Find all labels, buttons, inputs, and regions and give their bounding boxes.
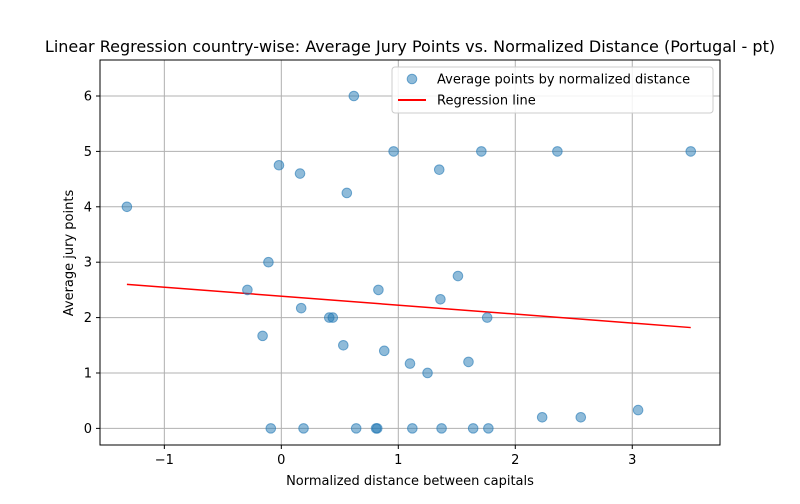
data-point <box>378 345 390 357</box>
data-point <box>373 284 384 296</box>
data-point <box>536 412 548 423</box>
y-tick-label: 3 <box>84 256 92 271</box>
data-point <box>298 423 309 434</box>
legend-label-points: Average points by normalized distance <box>437 73 690 88</box>
data-point <box>407 423 418 434</box>
data-point <box>350 423 362 434</box>
grid-lines <box>100 60 720 445</box>
legend-scatter-marker <box>406 73 418 85</box>
data-point <box>273 159 285 171</box>
data-point <box>632 404 644 416</box>
x-tick-label: 2 <box>511 453 519 468</box>
data-point <box>483 423 494 434</box>
y-axis-ticks: 0 1 2 3 4 5 6 <box>84 90 100 437</box>
data-point <box>476 146 487 157</box>
data-point <box>467 423 479 434</box>
data-point <box>388 146 399 157</box>
legend-box <box>391 66 714 114</box>
data-point <box>452 270 464 282</box>
data-point <box>436 423 447 434</box>
regression-line <box>126 283 691 329</box>
data-point <box>435 294 446 305</box>
data-point <box>552 146 563 157</box>
legend-label-regression: Regression line <box>437 94 536 109</box>
data-point <box>294 168 306 179</box>
data-point <box>257 330 268 342</box>
data-point <box>295 302 307 314</box>
chart-title: Linear Regression country-wise: Average … <box>45 37 775 56</box>
data-point <box>404 358 416 369</box>
data-point <box>265 423 277 434</box>
y-axis-label: Average jury points <box>62 190 77 317</box>
x-tick-label: 0 <box>277 453 285 468</box>
data-point <box>242 284 253 296</box>
data-point <box>433 164 445 175</box>
regression-layer <box>126 283 691 329</box>
y-tick-label: 5 <box>84 145 92 160</box>
x-tick-label: 1 <box>394 453 402 468</box>
data-point <box>371 423 383 434</box>
data-point <box>338 339 349 351</box>
y-tick-label: 0 <box>84 422 92 437</box>
x-tick-label: 3 <box>628 453 636 468</box>
y-tick-label: 4 <box>84 200 92 215</box>
y-tick-label: 1 <box>84 366 92 381</box>
plot-frame <box>99 59 721 446</box>
y-tick-label: 6 <box>84 90 92 105</box>
x-tick-label: −1 <box>155 453 174 468</box>
data-point <box>685 146 697 157</box>
y-tick-label: 2 <box>84 311 92 326</box>
data-point <box>327 312 339 323</box>
x-axis-ticks: −1 0 1 2 3 <box>155 445 636 468</box>
x-axis-label: Normalized distance between capitals <box>286 474 534 489</box>
data-point <box>575 412 587 423</box>
data-point <box>263 256 274 268</box>
data-point <box>121 201 133 213</box>
data-point <box>341 187 353 199</box>
data-point <box>348 90 360 102</box>
legend: Average points by normalized distance Re… <box>391 66 714 114</box>
points-layer <box>121 90 697 434</box>
data-point <box>481 312 493 323</box>
data-point <box>463 356 474 368</box>
data-point <box>422 367 433 379</box>
